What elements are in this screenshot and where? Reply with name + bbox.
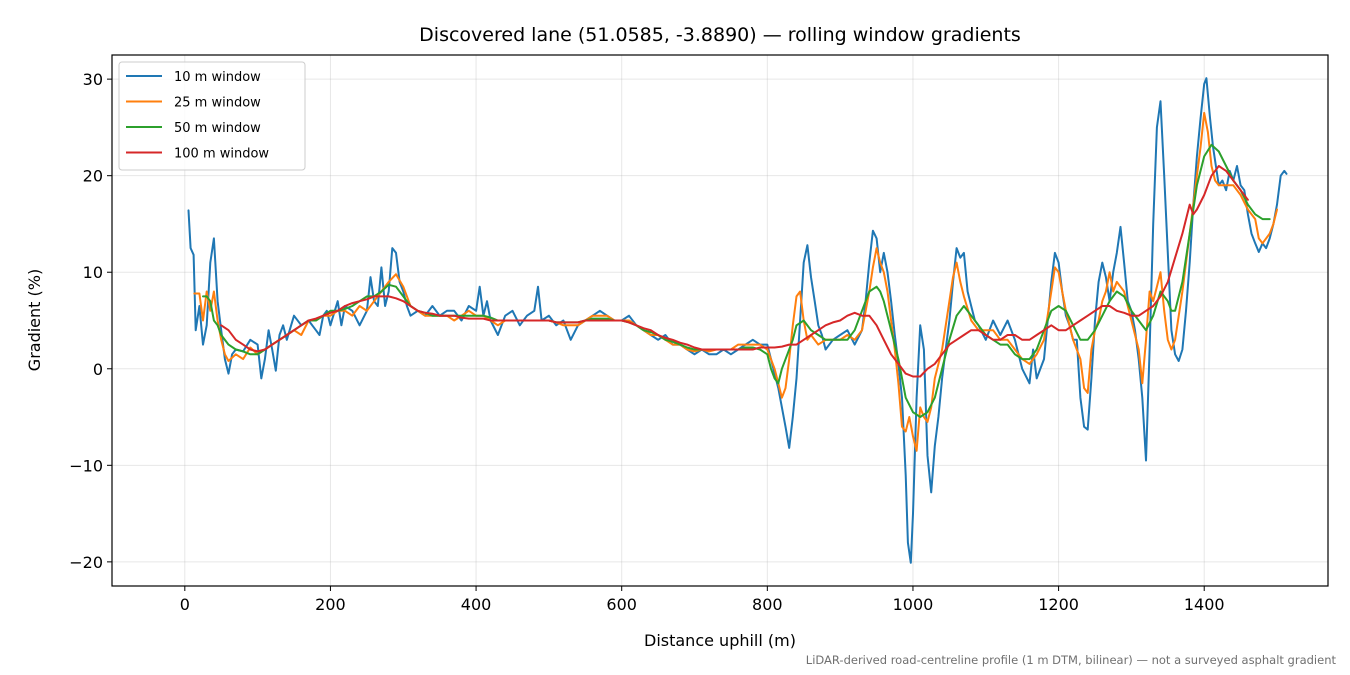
x-axis-label: Distance uphill (m) [644, 631, 796, 650]
x-tick-label: 200 [315, 595, 346, 614]
y-tick-label: −10 [69, 456, 103, 475]
x-tick-label: 1000 [893, 595, 934, 614]
footnote: LiDAR-derived road-centreline profile (1… [806, 653, 1337, 667]
series-layer [187, 77, 1288, 564]
x-tick-label: 0 [180, 595, 190, 614]
x-tick-label: 800 [752, 595, 783, 614]
y-axis-ticks: −20 −10 0 10 20 30 [69, 70, 112, 572]
legend-label-2: 25 m window [174, 96, 261, 111]
series-line-1 [187, 77, 1288, 564]
y-tick-label: −20 [69, 553, 103, 572]
y-axis-label: Gradient (%) [25, 269, 44, 371]
series-line-2 [193, 111, 1278, 452]
x-tick-label: 1400 [1184, 595, 1225, 614]
x-axis-ticks: 0 200 400 600 800 1000 1200 1400 [180, 586, 1225, 614]
y-tick-label: 20 [83, 167, 103, 186]
series-line-3 [202, 143, 1271, 418]
y-tick-label: 0 [93, 360, 103, 379]
plot-frame [111, 54, 1329, 587]
x-tick-label: 600 [606, 595, 637, 614]
legend-label-1: 10 m window [174, 70, 261, 85]
legend: 10 m window 25 m window 50 m window 100 m w… [118, 61, 306, 171]
series-line-4 [220, 165, 1249, 378]
x-tick-label: 400 [461, 595, 492, 614]
legend-label-4: 100 m window [174, 147, 269, 162]
y-tick-label: 30 [83, 70, 103, 89]
chart-title: Discovered lane (51.0585, -3.8890) — rol… [419, 24, 1021, 46]
x-tick-label: 1200 [1038, 595, 1079, 614]
grid-lines [112, 55, 1328, 586]
y-tick-label: 10 [83, 263, 103, 282]
legend-box [118, 61, 306, 171]
legend-label-3: 50 m window [174, 121, 261, 136]
